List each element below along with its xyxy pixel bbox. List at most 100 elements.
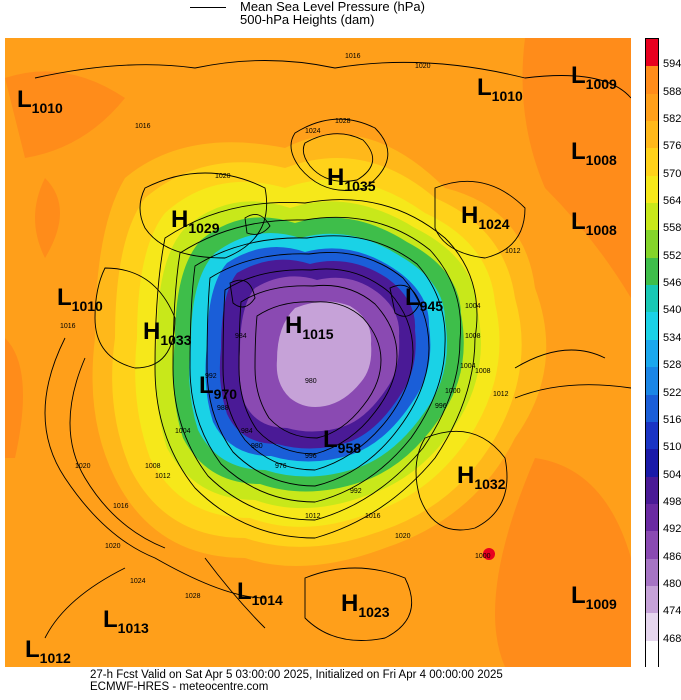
colorbar-level-label: 480	[663, 577, 681, 590]
colorbar-level-label: 588	[663, 85, 681, 98]
high-594-spot	[483, 548, 495, 560]
colorbar-level-label: 576	[663, 140, 681, 153]
colorbar-segment	[646, 339, 658, 368]
isobar-value-label: 1020	[415, 63, 431, 70]
colorbar-level-label: 594	[663, 58, 681, 71]
pressure-system-letter: L	[571, 208, 586, 235]
isobar-value-label: 1020	[395, 533, 411, 540]
isobar-value-label: 984	[235, 333, 247, 340]
pressure-system-value: 1029	[188, 220, 220, 236]
isobars	[34, 60, 631, 641]
colorbar-level-label: 552	[663, 249, 681, 262]
pressure-system-value: 1008	[585, 152, 617, 168]
low-pressure-label: L1009	[571, 582, 617, 612]
pressure-system-value: 1013	[117, 620, 149, 636]
pressure-system-value: 1015	[302, 326, 334, 342]
high-pressure-label: H1024	[461, 202, 510, 232]
isobar-value-label: 996	[435, 403, 447, 410]
pressure-system-value: 1008	[585, 222, 617, 238]
colorbar-level-label: 582	[663, 113, 681, 126]
isobar-value-label: 1012	[493, 391, 509, 398]
contour-labels: 1016 1020 1024 1028 1016 1020 1012 1016 1020 1008…	[60, 53, 521, 600]
pressure-system-value: 1023	[358, 604, 390, 620]
pressure-system-letter: L	[237, 578, 252, 605]
height-colorbar	[645, 38, 659, 669]
colorbar-segment	[646, 39, 658, 67]
pressure-system-letter: L	[323, 426, 338, 453]
colorbar-level-label: 516	[663, 413, 681, 426]
pressure-system-letter: H	[143, 318, 161, 345]
pressure-system-value: 1012	[39, 650, 71, 666]
colorbar-level-label: 498	[663, 495, 681, 508]
colorbar-segment	[646, 640, 658, 669]
colorbar-segment	[646, 394, 658, 423]
colorbar-segment	[646, 613, 658, 642]
isobar-value-label: 988	[217, 405, 229, 412]
low-pressure-label: L1010	[57, 284, 103, 314]
colorbar-level-label: 492	[663, 523, 681, 536]
pressure-system-value: 945	[419, 298, 444, 314]
pressure-system-value: 958	[337, 440, 362, 456]
legend-header: Mean Sea Level Pressure (hPa) 500-hPa He…	[0, 0, 681, 36]
colorbar-segment	[646, 312, 658, 341]
colorbar-segment	[646, 148, 658, 177]
colorbar-segment	[646, 121, 658, 149]
low-pressure-label: L1008	[571, 138, 617, 168]
low-pressure-label: L1013	[103, 608, 149, 636]
colorbar-level-label: 474	[663, 605, 681, 618]
low-pressure-label: L1014	[237, 578, 283, 608]
colorbar-level-label: 528	[663, 359, 681, 372]
pressure-system-letter: L	[571, 138, 586, 165]
pressure-system-letter: L	[25, 636, 40, 663]
colorbar-level-label: 522	[663, 386, 681, 399]
colorbar-level-label: 558	[663, 222, 681, 235]
low-pressure-label: L945	[405, 286, 443, 314]
weather-map: 1016 1020 1024 1028 1016 1020 1012 1016 1020 1008…	[5, 38, 631, 667]
colorbar-segment	[646, 93, 658, 122]
pressure-system-value: 1024	[478, 216, 510, 232]
colorbar-level-label: 468	[663, 632, 681, 645]
isobar-value-label: 1016	[345, 53, 361, 60]
pressure-system-value: 1009	[585, 596, 617, 612]
isobar-value-label: 1008	[145, 463, 161, 470]
pressure-system-value: 1010	[71, 298, 103, 314]
colorbar-segment	[646, 585, 658, 614]
colorbar-level-label: 510	[663, 441, 681, 454]
isobar-value-label: 1020	[215, 173, 231, 180]
isobar-value-label: 1016	[60, 323, 76, 330]
colorbar-segment	[646, 203, 658, 231]
map-canvas: 1016 1020 1024 1028 1016 1020 1012 1016 1020 1008…	[5, 38, 631, 667]
isobar-value-label: 992	[350, 488, 362, 495]
pressure-system-letter: H	[327, 164, 345, 191]
pressure-system-value: 1010	[31, 100, 63, 116]
pressure-system-letter: L	[571, 582, 586, 609]
isobar-value-label: 1028	[185, 593, 201, 600]
isobar-value-label: 1012	[305, 513, 321, 520]
pressure-system-letter: L	[57, 284, 72, 311]
isobar-value-label: 1028	[335, 118, 351, 125]
pressure-system-value: 970	[213, 386, 238, 402]
colorbar-level-label: 486	[663, 550, 681, 563]
isobar-value-label: 1020	[105, 543, 121, 550]
colorbar-segment	[646, 230, 658, 259]
high-pressure-label: H1023	[341, 592, 390, 620]
pressure-system-value: 1033	[160, 332, 192, 348]
height-fill-layers	[5, 38, 631, 667]
colorbar-level-label: 540	[663, 304, 681, 317]
isobar-value-label: 1004	[460, 363, 476, 370]
isobar-value-label: 1000	[475, 553, 491, 560]
colorbar-level-label: 564	[663, 195, 681, 208]
pressure-system-letter: H	[461, 202, 479, 229]
low-pressure-label: L1010	[477, 76, 523, 104]
legend-title-pressure: Mean Sea Level Pressure (hPa)	[240, 0, 425, 14]
isobar-line-sample	[190, 7, 226, 8]
colorbar-segment	[646, 503, 658, 532]
low-pressure-label: L958	[323, 426, 361, 456]
high-pressure-label: H1035	[327, 164, 376, 194]
forecast-validity-text: 27-h Fcst Valid on Sat Apr 5 03:00:00 20…	[90, 669, 503, 681]
high-pressure-label: H1015	[285, 314, 334, 342]
legend-title-heights: 500-hPa Heights (dam)	[240, 12, 375, 27]
low-pressure-label: L1009	[571, 64, 617, 92]
isobar-value-label: 1024	[130, 578, 146, 585]
colorbar-level-label: 504	[663, 468, 681, 481]
